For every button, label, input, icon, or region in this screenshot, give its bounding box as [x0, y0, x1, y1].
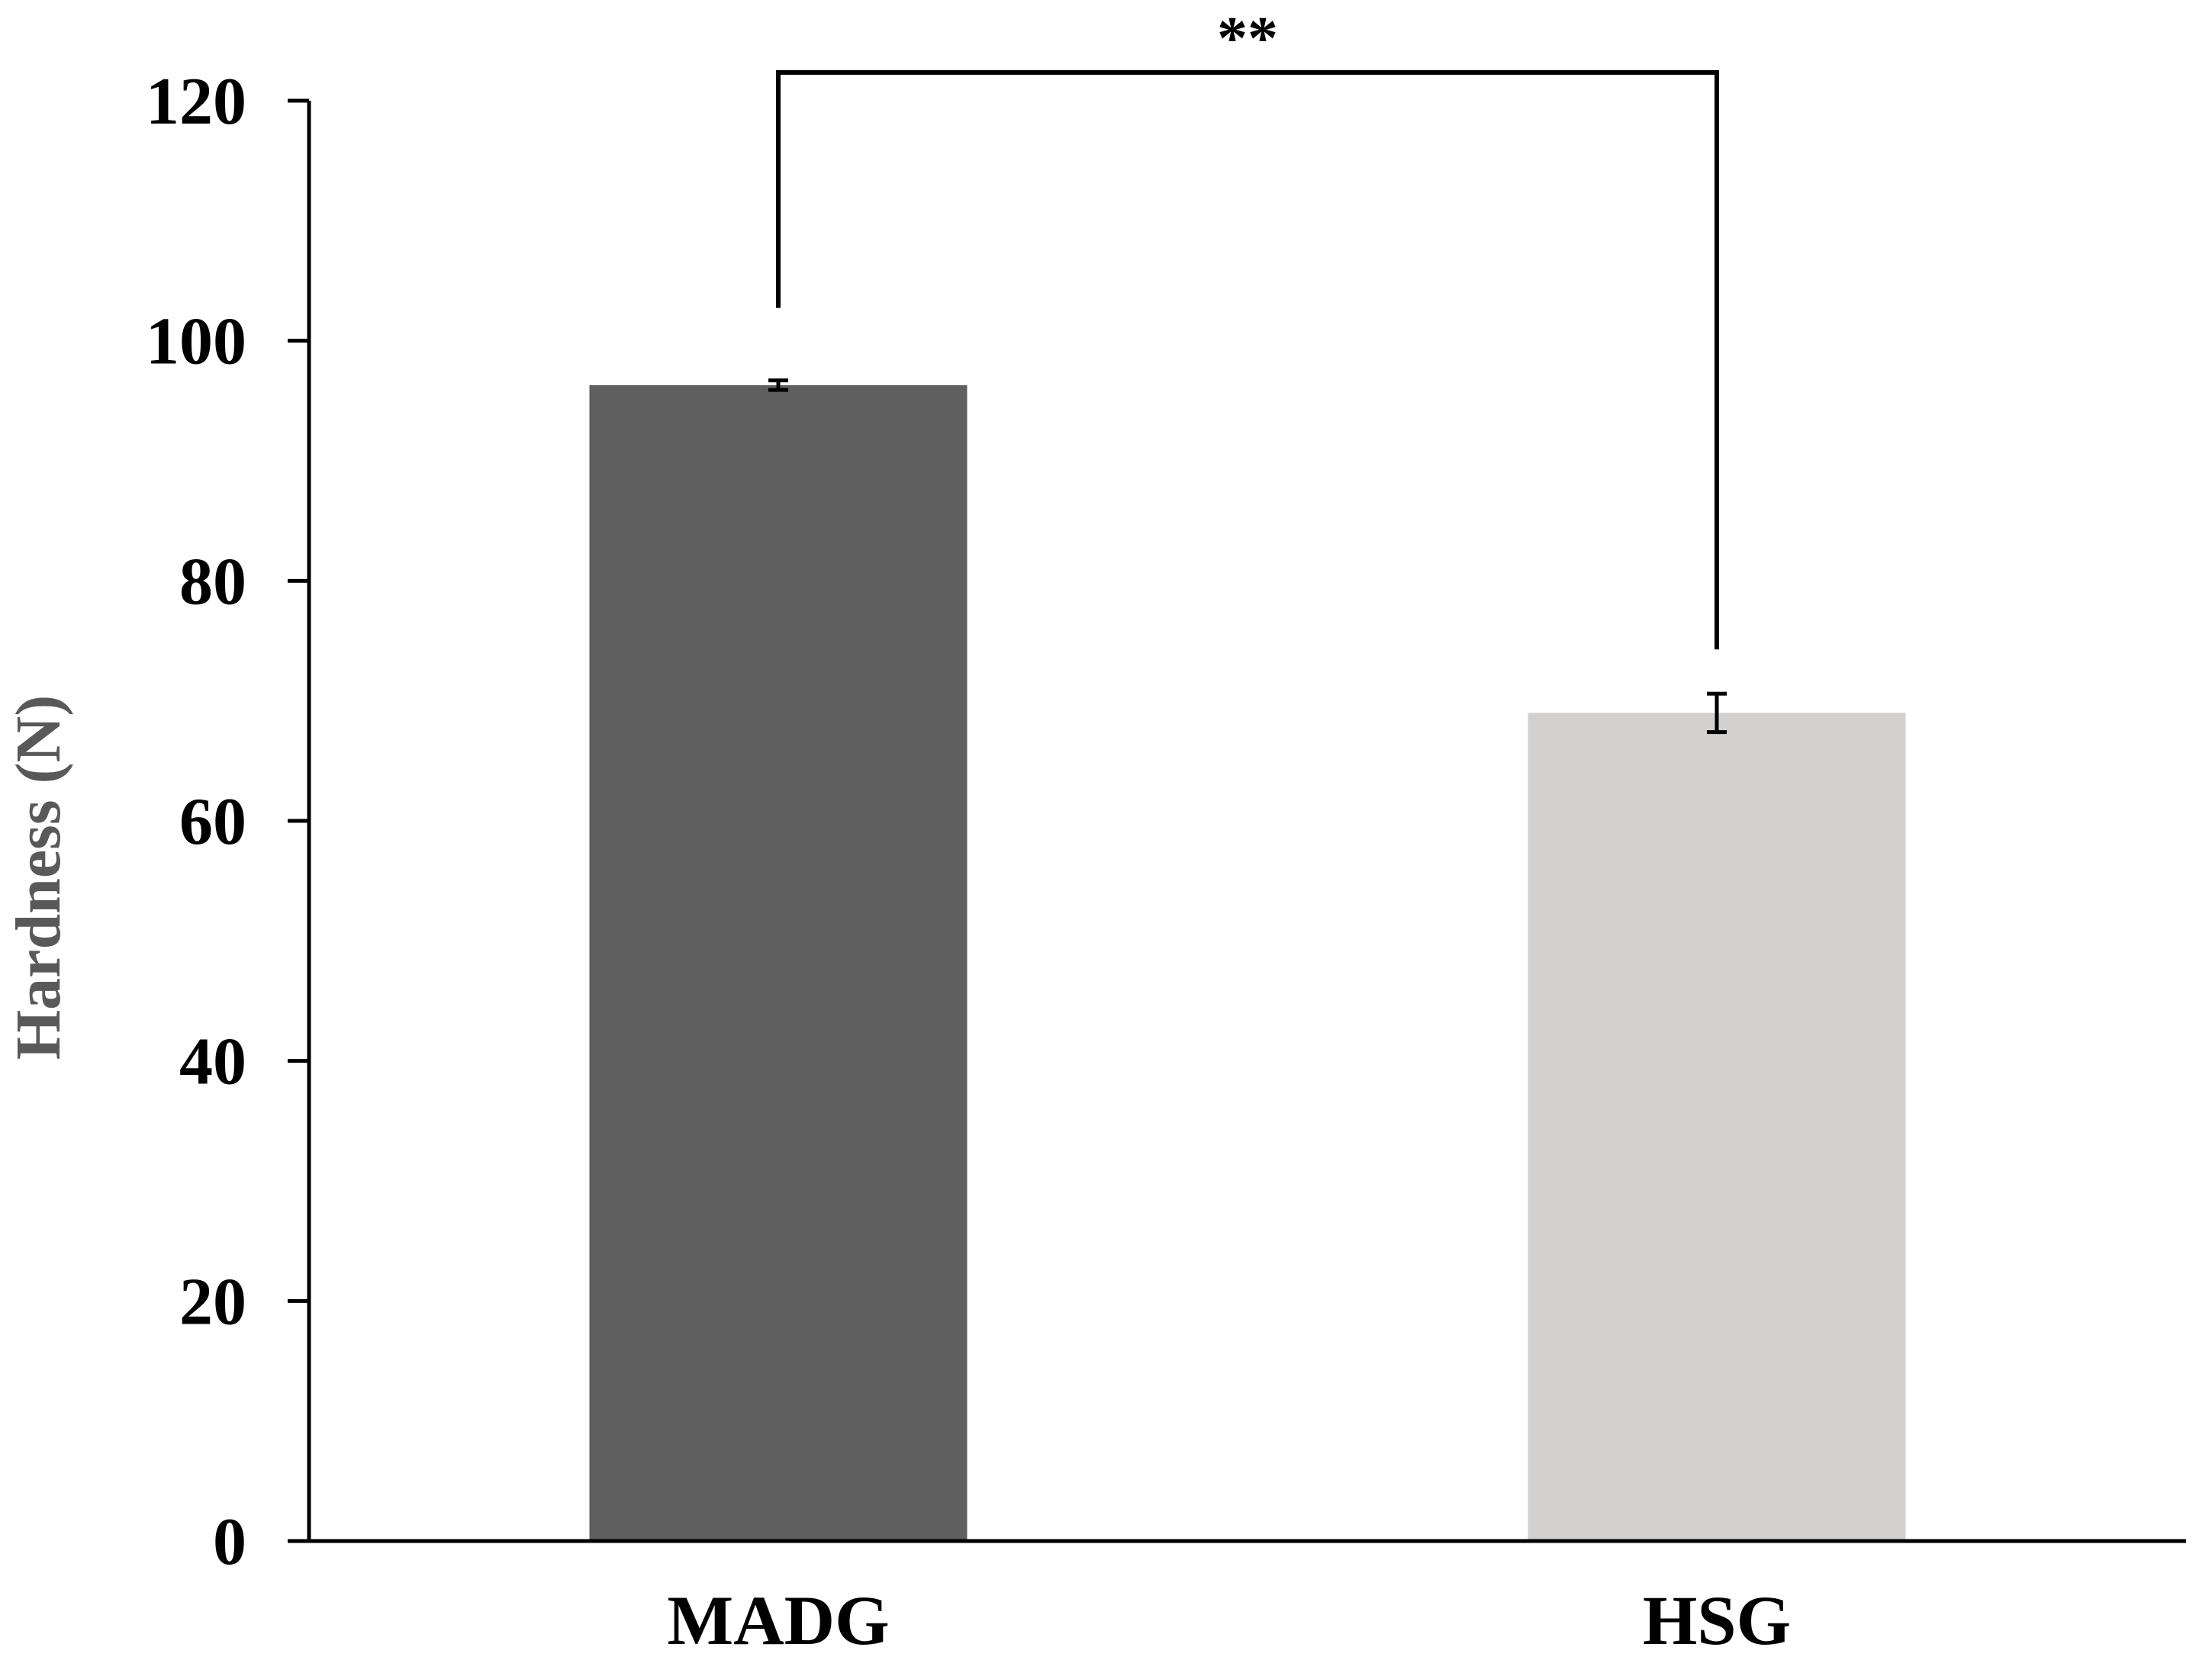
y-tick-label: 100: [146, 305, 246, 379]
y-tick-label: 120: [146, 65, 246, 139]
y-tick-label: 0: [213, 1505, 246, 1579]
bar-madg: [589, 384, 968, 1541]
y-tick-label: 40: [179, 1025, 246, 1099]
error-bars: [768, 378, 1727, 735]
category-label-madg: MADG: [667, 1581, 889, 1659]
y-tick-label: 80: [179, 545, 246, 619]
significance-line: [776, 70, 1719, 650]
bars: [589, 384, 1906, 1541]
category-labels: MADG HSG: [667, 1581, 1791, 1659]
significance-label: **: [1217, 5, 1278, 72]
y-tick-label: 20: [179, 1265, 246, 1339]
y-tick-label: 60: [179, 785, 246, 859]
y-axis-label: Hardness (N): [3, 695, 74, 1060]
y-axis-ticks: 0 20 40 60 80 100 120: [146, 65, 309, 1579]
significance-bracket: **: [776, 5, 1719, 650]
bar-hsg: [1528, 713, 1906, 1541]
axes: [290, 101, 2186, 1543]
category-label-hsg: HSG: [1643, 1581, 1791, 1659]
